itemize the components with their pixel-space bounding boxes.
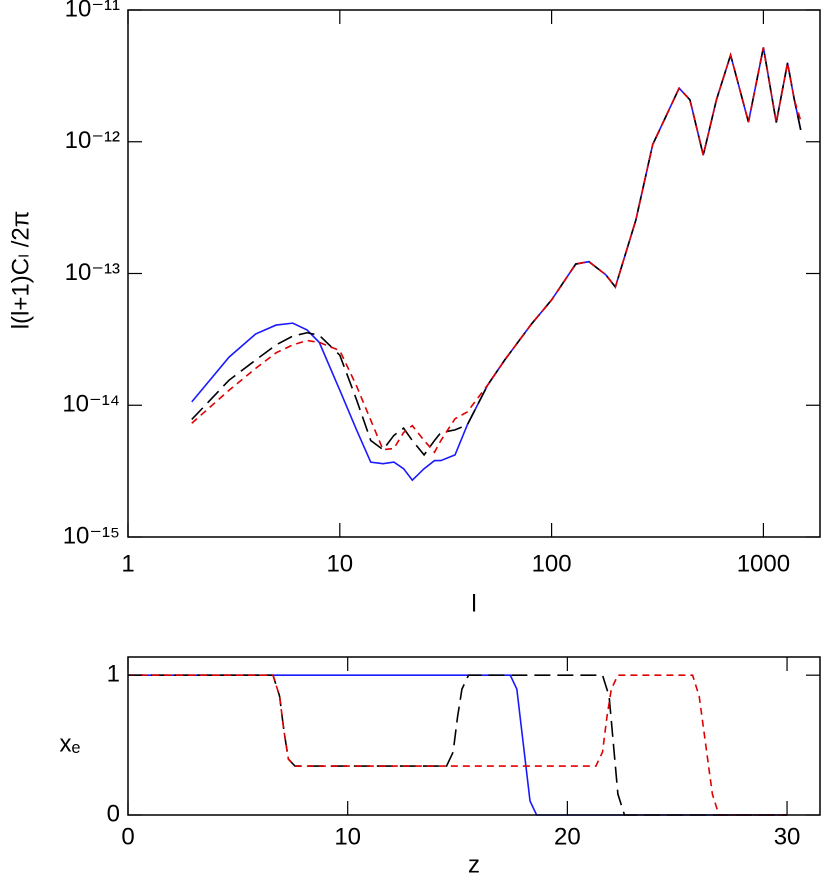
x-tick-label: 1000 [737,550,790,577]
x-tick-label: 30 [774,823,801,850]
x-tick-label: 10 [326,550,353,577]
data-line [128,674,788,816]
y-tick-label: 10⁻¹³ [65,259,120,286]
x-tick-label: 10 [334,823,361,850]
y-tick-label: 10⁻¹² [65,127,120,154]
x-tick-label: 100 [532,550,572,577]
x-tick-label: 20 [554,823,581,850]
x-axis-label: z [468,851,480,878]
y-tick-label: 10⁻¹¹ [65,0,120,22]
data-line [191,47,802,457]
x-tick-label: 0 [121,823,134,850]
y-axis-label: l(l+1)Cₗ /2π [7,211,34,330]
plot-frame [127,9,821,538]
y-axis-label: xₑ [60,730,81,757]
plot-frame [127,656,821,816]
data-line [191,47,802,482]
x-axis-label: l [471,590,476,617]
y-tick-label: 1 [107,661,120,688]
y-tick-label: 10⁻¹⁴ [62,391,120,418]
data-line [128,674,788,816]
data-line [191,47,802,454]
x-tick-label: 1 [121,550,134,577]
y-tick-label: 10⁻¹⁵ [63,522,120,549]
y-tick-label: 0 [107,800,120,827]
data-line [128,674,788,816]
